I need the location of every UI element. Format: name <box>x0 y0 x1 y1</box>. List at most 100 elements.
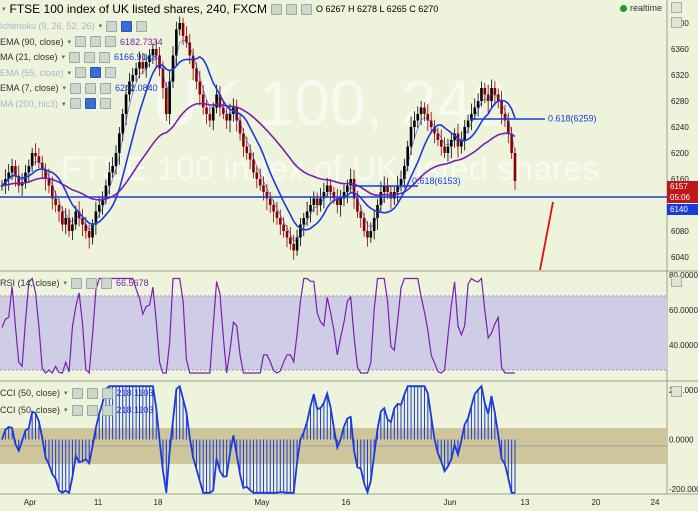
candle <box>245 146 249 153</box>
cci-legend-1: CCI (50, close) ▾ 218.1103 <box>0 386 153 400</box>
settings-icon[interactable] <box>106 20 118 32</box>
indicator-row: MA (200, hlc3) ▾ <box>0 97 115 111</box>
candle <box>429 120 433 127</box>
eye-icon[interactable] <box>84 51 96 63</box>
rsi-axis[interactable]: 80.0000 60.0000 40.0000 <box>669 271 698 350</box>
candle <box>77 211 81 218</box>
settings-icon[interactable] <box>71 277 83 289</box>
settings-icon[interactable] <box>71 387 83 399</box>
candle <box>44 169 47 179</box>
eye-icon[interactable] <box>86 277 98 289</box>
candle <box>154 49 158 56</box>
settings-icon[interactable] <box>69 98 81 109</box>
chevron-down-icon[interactable]: ▾ <box>62 85 67 92</box>
cci-tick-label: 0.0000 <box>669 436 694 445</box>
chevron-down-icon[interactable]: ▾ <box>61 54 66 61</box>
chevron-down-icon[interactable]: ▾ <box>98 23 103 30</box>
close-pane-icon[interactable] <box>671 17 682 28</box>
close-icon[interactable] <box>99 51 111 63</box>
price-axis[interactable]: 640063606320628062406200616060806040 <box>671 19 689 262</box>
candle <box>436 133 440 140</box>
chevron-down-icon[interactable]: ▾ <box>63 280 68 287</box>
time-tick-label: 13 <box>521 498 530 507</box>
candle <box>346 185 349 192</box>
candle <box>191 55 195 69</box>
chart-header: ▾ FTSE 100 index of UK listed shares, 24… <box>2 1 438 17</box>
eye-icon[interactable] <box>86 387 98 399</box>
close-icon[interactable] <box>136 20 148 32</box>
rsi-pane-menu-icon[interactable] <box>671 276 682 287</box>
indicator-label: EMA (90, close) <box>0 36 64 47</box>
close-icon[interactable] <box>105 67 117 78</box>
rsi-value: 66.5678 <box>116 278 149 288</box>
indicator-label: EMA (55, close) <box>0 67 64 78</box>
settings-icon[interactable] <box>75 36 87 47</box>
cci-pane-menu-icon[interactable] <box>671 386 682 397</box>
eye-icon[interactable] <box>285 3 297 15</box>
candle <box>362 218 366 231</box>
forecast-arrow-line[interactable] <box>539 201 554 271</box>
eye-icon[interactable] <box>90 67 102 78</box>
chevron-down-icon[interactable]: ▾ <box>67 38 72 46</box>
candle <box>409 127 413 147</box>
close-icon[interactable] <box>300 3 312 15</box>
watermark-symbol: UK 100, 240 <box>152 67 508 139</box>
candle <box>34 153 37 157</box>
candle <box>161 68 165 88</box>
current-price-badge <box>667 181 698 192</box>
time-tick-label: May <box>254 498 269 507</box>
chevron-down-icon[interactable]: ▾ <box>67 69 72 77</box>
price-tick-label: 6160 <box>671 175 689 184</box>
candle <box>446 146 450 153</box>
chevron-down-icon[interactable]: ▾ <box>62 100 66 108</box>
chevron-down-icon[interactable]: ▾ <box>64 390 68 397</box>
close-icon[interactable] <box>99 98 111 109</box>
candle <box>195 68 198 82</box>
chevron-down-icon[interactable]: ▾ <box>64 407 68 414</box>
cci-axis[interactable]: 200.0000 0.0000 -200.0000 <box>669 386 698 494</box>
eye-icon[interactable] <box>86 404 98 416</box>
settings-icon[interactable] <box>71 404 83 416</box>
candle <box>295 237 299 251</box>
candle <box>275 211 279 218</box>
candle <box>342 192 346 199</box>
candle <box>198 81 202 95</box>
close-icon[interactable] <box>101 404 113 416</box>
candle <box>396 185 399 192</box>
candle <box>131 75 135 82</box>
settings-icon[interactable] <box>75 67 87 78</box>
time-tick-label: 18 <box>154 498 163 507</box>
candle <box>272 205 275 212</box>
cci-histogram <box>4 386 516 493</box>
collapse-icon[interactable]: ▾ <box>2 6 6 13</box>
settings-icon[interactable] <box>69 51 81 63</box>
candle <box>0 185 4 187</box>
candle <box>416 114 420 121</box>
settings-icon[interactable] <box>70 82 82 94</box>
candle <box>490 88 493 101</box>
rsi-line <box>1 277 515 375</box>
candle <box>399 179 403 186</box>
close-icon[interactable] <box>105 36 117 47</box>
countdown-badge <box>667 192 698 203</box>
candle <box>138 62 141 69</box>
time-axis[interactable]: Apr 11 18 May 16 Jun 13 20 24 <box>24 498 660 507</box>
eye-icon[interactable] <box>85 82 97 94</box>
close-icon[interactable] <box>100 82 112 94</box>
candle <box>201 94 205 108</box>
price-tick-label: 6040 <box>671 253 689 262</box>
maximize-icon[interactable] <box>671 2 682 13</box>
close-icon[interactable] <box>101 387 113 399</box>
indicator-row: EMA (7, close) ▾ 6242.0840 <box>0 81 158 95</box>
candle <box>359 211 363 218</box>
candle <box>443 146 446 153</box>
eye-icon[interactable] <box>121 20 133 32</box>
settings-icon[interactable] <box>270 3 282 15</box>
eye-icon[interactable] <box>90 36 102 47</box>
eye-icon[interactable] <box>84 98 96 109</box>
time-tick-label: 24 <box>651 498 660 507</box>
candle <box>40 162 44 170</box>
close-icon[interactable] <box>101 277 113 289</box>
candle <box>302 218 306 225</box>
